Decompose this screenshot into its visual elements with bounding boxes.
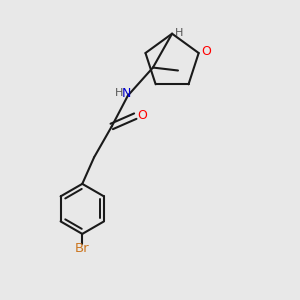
- Text: H: H: [115, 88, 123, 98]
- Text: O: O: [201, 45, 211, 58]
- Text: N: N: [122, 87, 131, 100]
- Text: O: O: [137, 109, 147, 122]
- Text: Br: Br: [75, 242, 90, 254]
- Text: H: H: [175, 28, 184, 38]
